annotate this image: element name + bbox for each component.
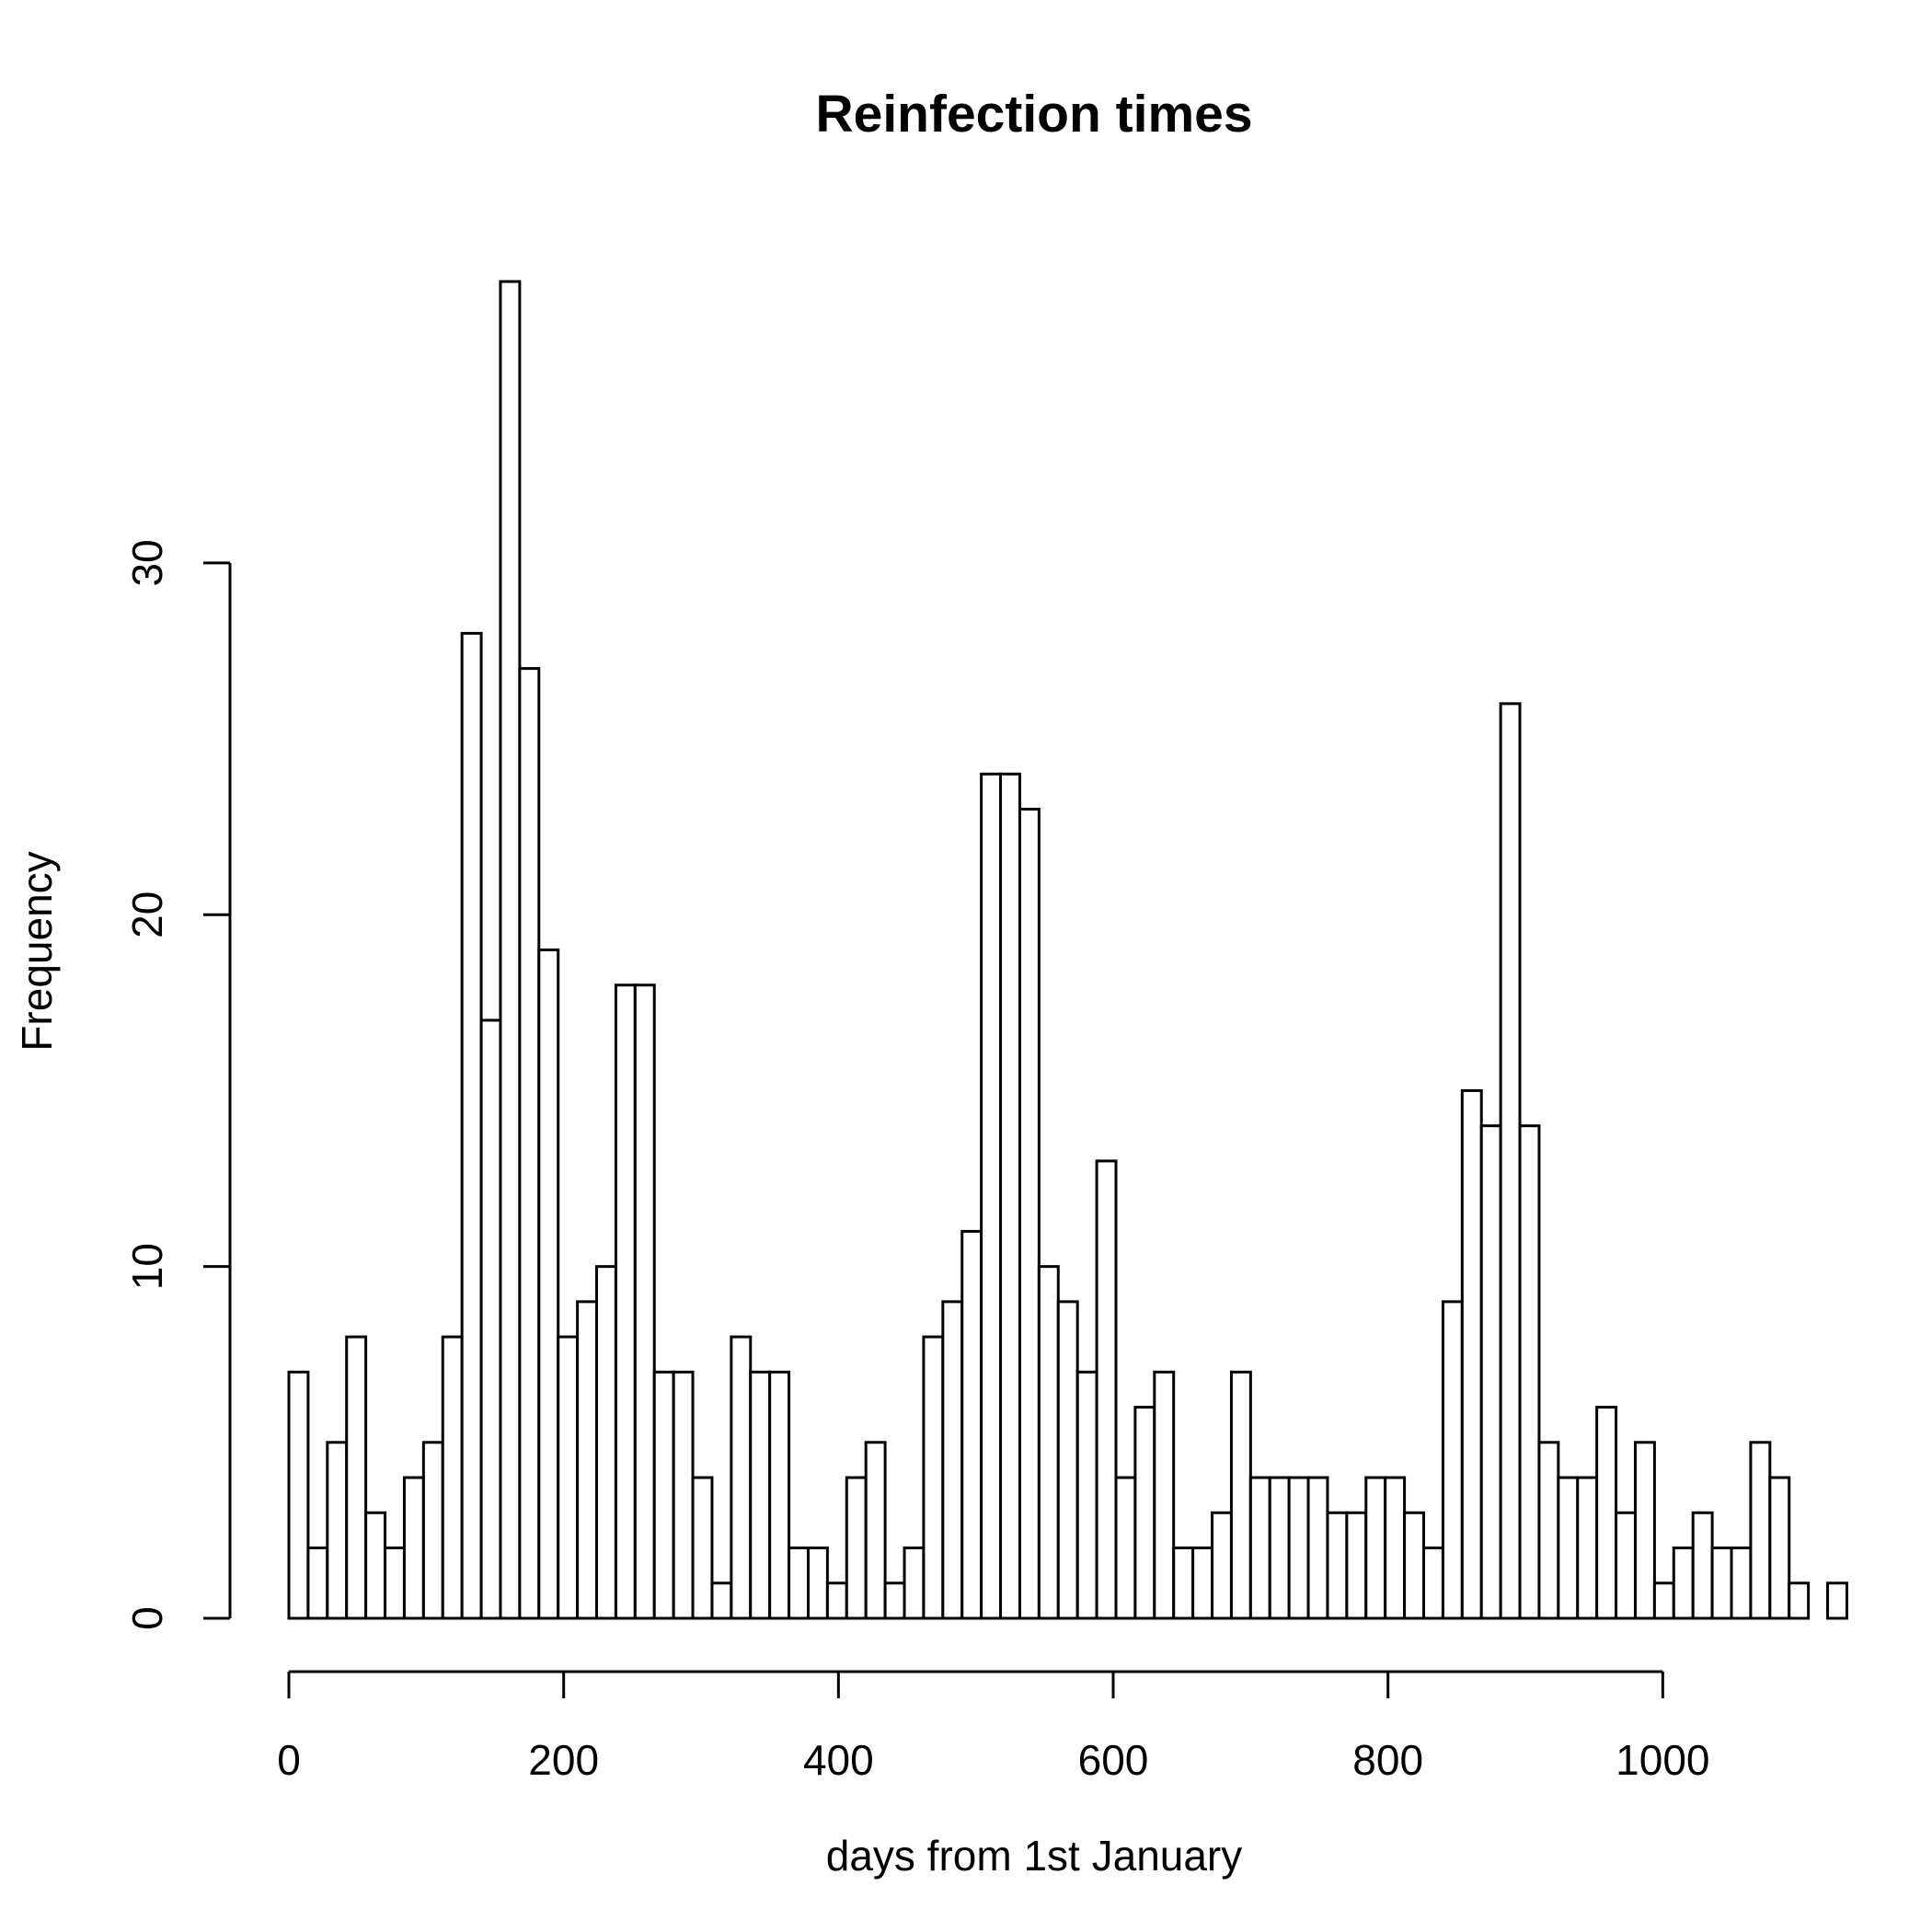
histogram-bar <box>806 1547 829 1620</box>
histogram-bar <box>788 1547 810 1620</box>
x-tick-label: 0 <box>277 1736 301 1784</box>
histogram-bar <box>1518 1124 1541 1620</box>
histogram-bar <box>768 1370 791 1620</box>
histogram-bar <box>1730 1547 1753 1620</box>
histogram-bar <box>652 1370 675 1620</box>
histogram-bar <box>1615 1511 1637 1620</box>
histogram-bar <box>710 1581 733 1620</box>
y-tick-label: 20 <box>123 891 171 938</box>
histogram-bar <box>1826 1581 1848 1620</box>
histogram-bar <box>557 1335 580 1620</box>
histogram-bar <box>825 1581 848 1620</box>
histogram-bar <box>460 631 483 1620</box>
histogram-bar <box>922 1335 945 1620</box>
histogram-bar <box>1364 1476 1387 1620</box>
histogram-bar <box>1652 1581 1675 1620</box>
histogram-bar <box>1345 1511 1368 1620</box>
histogram-bar <box>306 1547 329 1620</box>
histogram-bar <box>1441 1300 1464 1620</box>
histogram-bar <box>1268 1476 1291 1620</box>
histogram-bar <box>1479 1124 1502 1620</box>
histogram-bar <box>441 1335 464 1620</box>
histogram-bar <box>518 667 541 1620</box>
histogram-bar <box>1557 1476 1580 1620</box>
histogram-bar <box>883 1581 906 1620</box>
histogram-bar <box>749 1370 772 1620</box>
histogram-bar <box>999 772 1021 1620</box>
histogram-bar <box>537 949 560 1620</box>
histogram-bar <box>1384 1476 1407 1620</box>
y-tick-label: 10 <box>123 1243 171 1290</box>
histogram-bar <box>499 280 522 1620</box>
histogram-bars <box>287 280 1848 1620</box>
histogram-bar <box>864 1441 887 1620</box>
histogram-bar <box>1095 1159 1118 1620</box>
histogram-bar <box>1749 1441 1772 1620</box>
histogram-bar <box>1499 702 1522 1620</box>
histogram-bar <box>364 1511 387 1620</box>
histogram-bar <box>614 983 637 1620</box>
histogram-bar <box>633 983 656 1620</box>
histogram-bar <box>1672 1547 1695 1620</box>
histogram-bar <box>1537 1441 1560 1620</box>
histogram-bar <box>479 1018 502 1620</box>
histogram-bar <box>421 1441 444 1620</box>
histogram-bar <box>1018 808 1041 1620</box>
histogram-bar <box>345 1335 368 1620</box>
x-tick-label: 600 <box>1078 1736 1149 1784</box>
histogram-bar <box>1037 1265 1060 1620</box>
histogram-bar <box>1576 1476 1599 1620</box>
histogram-bar <box>1633 1441 1656 1620</box>
histogram-bar <box>1191 1547 1214 1620</box>
histogram-bar <box>845 1476 868 1620</box>
histogram-bar <box>1153 1370 1176 1620</box>
histogram-bar <box>691 1476 714 1620</box>
histogram-bar <box>730 1335 753 1620</box>
histogram-bar <box>326 1441 349 1620</box>
y-tick-label: 0 <box>123 1606 171 1630</box>
x-axis: 0 200 400 600 800 1000 <box>277 1670 1710 1784</box>
y-tick-label: 30 <box>123 539 171 586</box>
histogram-bar <box>1229 1370 1252 1620</box>
histogram-bar <box>1710 1547 1733 1620</box>
histogram-bar <box>1768 1476 1791 1620</box>
histogram-bar <box>576 1300 599 1620</box>
histogram-bar <box>1595 1406 1618 1620</box>
y-axis-label: Frequency <box>13 851 61 1051</box>
y-axis: 0 10 20 30 <box>123 539 232 1630</box>
histogram-bar <box>287 1370 310 1620</box>
x-tick-label: 800 <box>1352 1736 1423 1784</box>
histogram-bar <box>595 1265 617 1620</box>
x-axis-label: days from 1st January <box>826 1832 1243 1880</box>
chart-title: Reinfection times <box>815 85 1252 144</box>
histogram-bar <box>980 772 1003 1620</box>
histogram-bar <box>402 1476 425 1620</box>
histogram-bar <box>1306 1476 1329 1620</box>
histogram-bar <box>1211 1511 1233 1620</box>
histogram-bar <box>1056 1300 1079 1620</box>
histogram-bar <box>1788 1581 1811 1620</box>
histogram-bar <box>903 1547 926 1620</box>
x-tick-label: 400 <box>803 1736 874 1784</box>
histogram-bar <box>1287 1476 1310 1620</box>
histogram-bar <box>1326 1511 1349 1620</box>
histogram-bar <box>384 1547 406 1620</box>
histogram-bar <box>1075 1370 1098 1620</box>
histogram-bar <box>1114 1476 1137 1620</box>
histogram-bar <box>941 1300 964 1620</box>
histogram-bar <box>1691 1511 1714 1620</box>
histogram-bar <box>1403 1511 1426 1620</box>
x-tick-label: 1000 <box>1616 1736 1709 1784</box>
histogram-bar <box>1172 1547 1195 1620</box>
histogram-bar <box>1133 1406 1156 1620</box>
histogram-bar <box>1422 1547 1444 1620</box>
histogram-bar <box>1460 1088 1483 1620</box>
histogram-bar <box>960 1229 983 1620</box>
x-tick-label: 200 <box>528 1736 599 1784</box>
histogram-bar <box>672 1370 695 1620</box>
histogram-bar <box>1248 1476 1271 1620</box>
